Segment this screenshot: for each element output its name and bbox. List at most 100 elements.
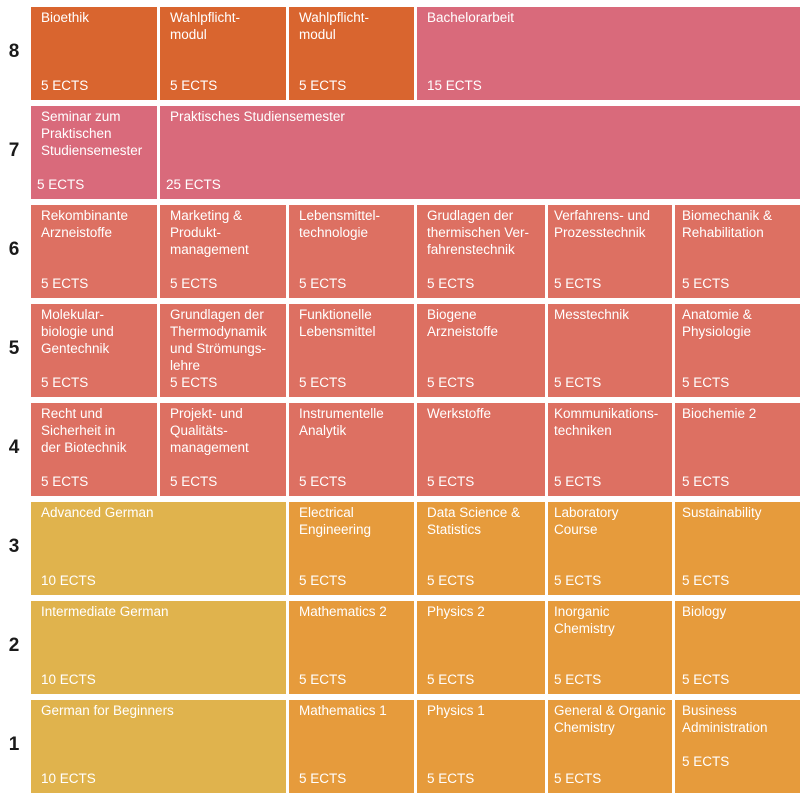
module-title: Molekular- biologie und Gentechnik	[41, 307, 114, 356]
module-cell: Kommunikations- techniken 5 ECTS	[548, 403, 672, 496]
module-ects: 5 ECTS	[427, 771, 475, 786]
semester-label-3: 3	[8, 536, 20, 557]
module-title: Grundlagen der Thermodynamik und Strömun…	[170, 307, 267, 373]
module-title: Biomechanik & Rehabilitation	[682, 208, 773, 240]
module-title: Marketing & Produkt- management	[170, 208, 249, 257]
module-ects: 5 ECTS	[682, 474, 730, 489]
module-ects: 5 ECTS	[554, 276, 602, 291]
module-cell: Biomechanik & Rehabilitation 5 ECTS	[675, 205, 800, 298]
module-title: Biochemie 2	[682, 406, 757, 421]
module-cell: Lebensmittel- technologie 5 ECTS	[289, 205, 414, 298]
module-ects: 5 ECTS	[170, 375, 218, 390]
module-title: Physics 1	[427, 703, 485, 718]
semester-label-1: 1	[8, 734, 20, 755]
module-cell: Advanced German 10 ECTS	[31, 502, 286, 595]
module-title: Wahlpflicht- modul	[170, 10, 241, 42]
module-title: Business Administration	[682, 703, 768, 735]
module-ects: 5 ECTS	[427, 573, 475, 588]
module-title: Data Science & Statistics	[427, 505, 521, 537]
module-title: Advanced German	[41, 505, 154, 520]
semester-label-4: 4	[8, 437, 20, 458]
module-ects: 25 ECTS	[166, 177, 221, 192]
module-cell: Molekular- biologie und Gentechnik 5 ECT…	[31, 304, 157, 397]
module-ects: 5 ECTS	[299, 276, 347, 291]
module-cell: Anatomie & Physiologie 5 ECTS	[675, 304, 800, 397]
module-ects: 5 ECTS	[299, 375, 347, 390]
module-title: Biology	[682, 604, 727, 619]
module-cell: Messtechnik 5 ECTS	[548, 304, 672, 397]
module-title: Biogene Arzneistoffe	[427, 307, 499, 339]
module-ects: 5 ECTS	[427, 375, 475, 390]
module-title: Instrumentelle Analytik	[299, 406, 384, 438]
module-cell: Verfahrens- und Prozesstechnik 5 ECTS	[548, 205, 672, 298]
module-cell: Bachelorarbeit 15 ECTS	[417, 7, 800, 100]
module-title: Seminar zum Praktischen Studiensemester	[41, 109, 143, 158]
semester-label-8: 8	[8, 41, 20, 62]
module-title: Anatomie & Physiologie	[682, 307, 752, 339]
module-title: Wahlpflicht- modul	[299, 10, 370, 42]
module-title: Intermediate German	[41, 604, 169, 619]
module-title: Messtechnik	[554, 307, 630, 322]
module-cell: Inorganic Chemistry 5 ECTS	[548, 601, 672, 694]
module-ects: 5 ECTS	[554, 375, 602, 390]
module-ects: 5 ECTS	[554, 672, 602, 687]
module-title: Projekt- und Qualitäts- management	[170, 406, 249, 455]
module-ects: 5 ECTS	[427, 276, 475, 291]
module-ects: 5 ECTS	[41, 375, 89, 390]
module-cell: Projekt- und Qualitäts- management 5 ECT…	[160, 403, 286, 496]
semester-label-5: 5	[8, 338, 20, 359]
module-ects: 5 ECTS	[170, 474, 218, 489]
module-cell: Physics 2 5 ECTS	[417, 601, 545, 694]
module-cell: Funktionelle Lebensmittel 5 ECTS	[289, 304, 414, 397]
module-title: Praktisches Studiensemester	[170, 109, 345, 124]
module-ects: 5 ECTS	[170, 78, 218, 93]
module-cell: Praktisches Studiensemester 25 ECTS	[160, 106, 800, 199]
module-ects: 5 ECTS	[682, 276, 730, 291]
module-title: Electrical Engineering	[299, 505, 372, 537]
module-title: Kommunikations- techniken	[554, 406, 659, 438]
module-ects: 5 ECTS	[37, 177, 85, 192]
module-ects: 5 ECTS	[682, 672, 730, 687]
module-cell: Biochemie 2 5 ECTS	[675, 403, 800, 496]
module-ects: 5 ECTS	[682, 754, 730, 769]
module-title: General & Organic Chemistry	[554, 703, 666, 735]
module-ects: 10 ECTS	[41, 771, 96, 786]
module-cell: Grundlagen der Thermodynamik und Strömun…	[160, 304, 286, 397]
module-ects: 5 ECTS	[682, 375, 730, 390]
module-cell: Rekombinante Arzneistoffe 5 ECTS	[31, 205, 157, 298]
module-cell: Seminar zum Praktischen Studiensemester …	[31, 106, 157, 199]
module-cell: Werkstoffe 5 ECTS	[417, 403, 545, 496]
module-title: Grudlagen der thermischen Ver- fahrenste…	[427, 208, 530, 257]
module-ects: 5 ECTS	[299, 573, 347, 588]
module-cell: Wahlpflicht- modul 5 ECTS	[160, 7, 286, 100]
module-cell: Biogene Arzneistoffe 5 ECTS	[417, 304, 545, 397]
module-cell: Laboratory Course 5 ECTS	[548, 502, 672, 595]
module-ects: 5 ECTS	[41, 276, 89, 291]
module-ects: 5 ECTS	[554, 573, 602, 588]
module-cell: Intermediate German 10 ECTS	[31, 601, 286, 694]
module-ects: 5 ECTS	[427, 672, 475, 687]
module-ects: 5 ECTS	[299, 771, 347, 786]
module-ects: 5 ECTS	[554, 771, 602, 786]
module-ects: 15 ECTS	[427, 78, 482, 93]
module-cell: Biology 5 ECTS	[675, 601, 800, 694]
semester-label-7: 7	[8, 140, 20, 161]
module-title: Bioethik	[41, 10, 90, 25]
module-title: Physics 2	[427, 604, 485, 619]
module-cell: Physics 1 5 ECTS	[417, 700, 545, 793]
module-cell: Data Science & Statistics 5 ECTS	[417, 502, 545, 595]
module-ects: 5 ECTS	[41, 474, 89, 489]
module-ects: 5 ECTS	[170, 276, 218, 291]
module-cell: General & Organic Chemistry 5 ECTS	[548, 700, 672, 793]
module-cell: German for Beginners 10 ECTS	[31, 700, 286, 793]
semester-label-6: 6	[8, 239, 20, 260]
module-title: Bachelorarbeit	[427, 10, 515, 25]
module-cell: Mathematics 1 5 ECTS	[289, 700, 414, 793]
module-title: Funktionelle Lebensmittel	[299, 307, 376, 339]
module-ects: 5 ECTS	[299, 474, 347, 489]
module-ects: 5 ECTS	[299, 672, 347, 687]
module-title: Rekombinante Arzneistoffe	[41, 208, 129, 240]
module-cell: Instrumentelle Analytik 5 ECTS	[289, 403, 414, 496]
module-cell: Grudlagen der thermischen Ver- fahrenste…	[417, 205, 545, 298]
module-cell: Electrical Engineering 5 ECTS	[289, 502, 414, 595]
